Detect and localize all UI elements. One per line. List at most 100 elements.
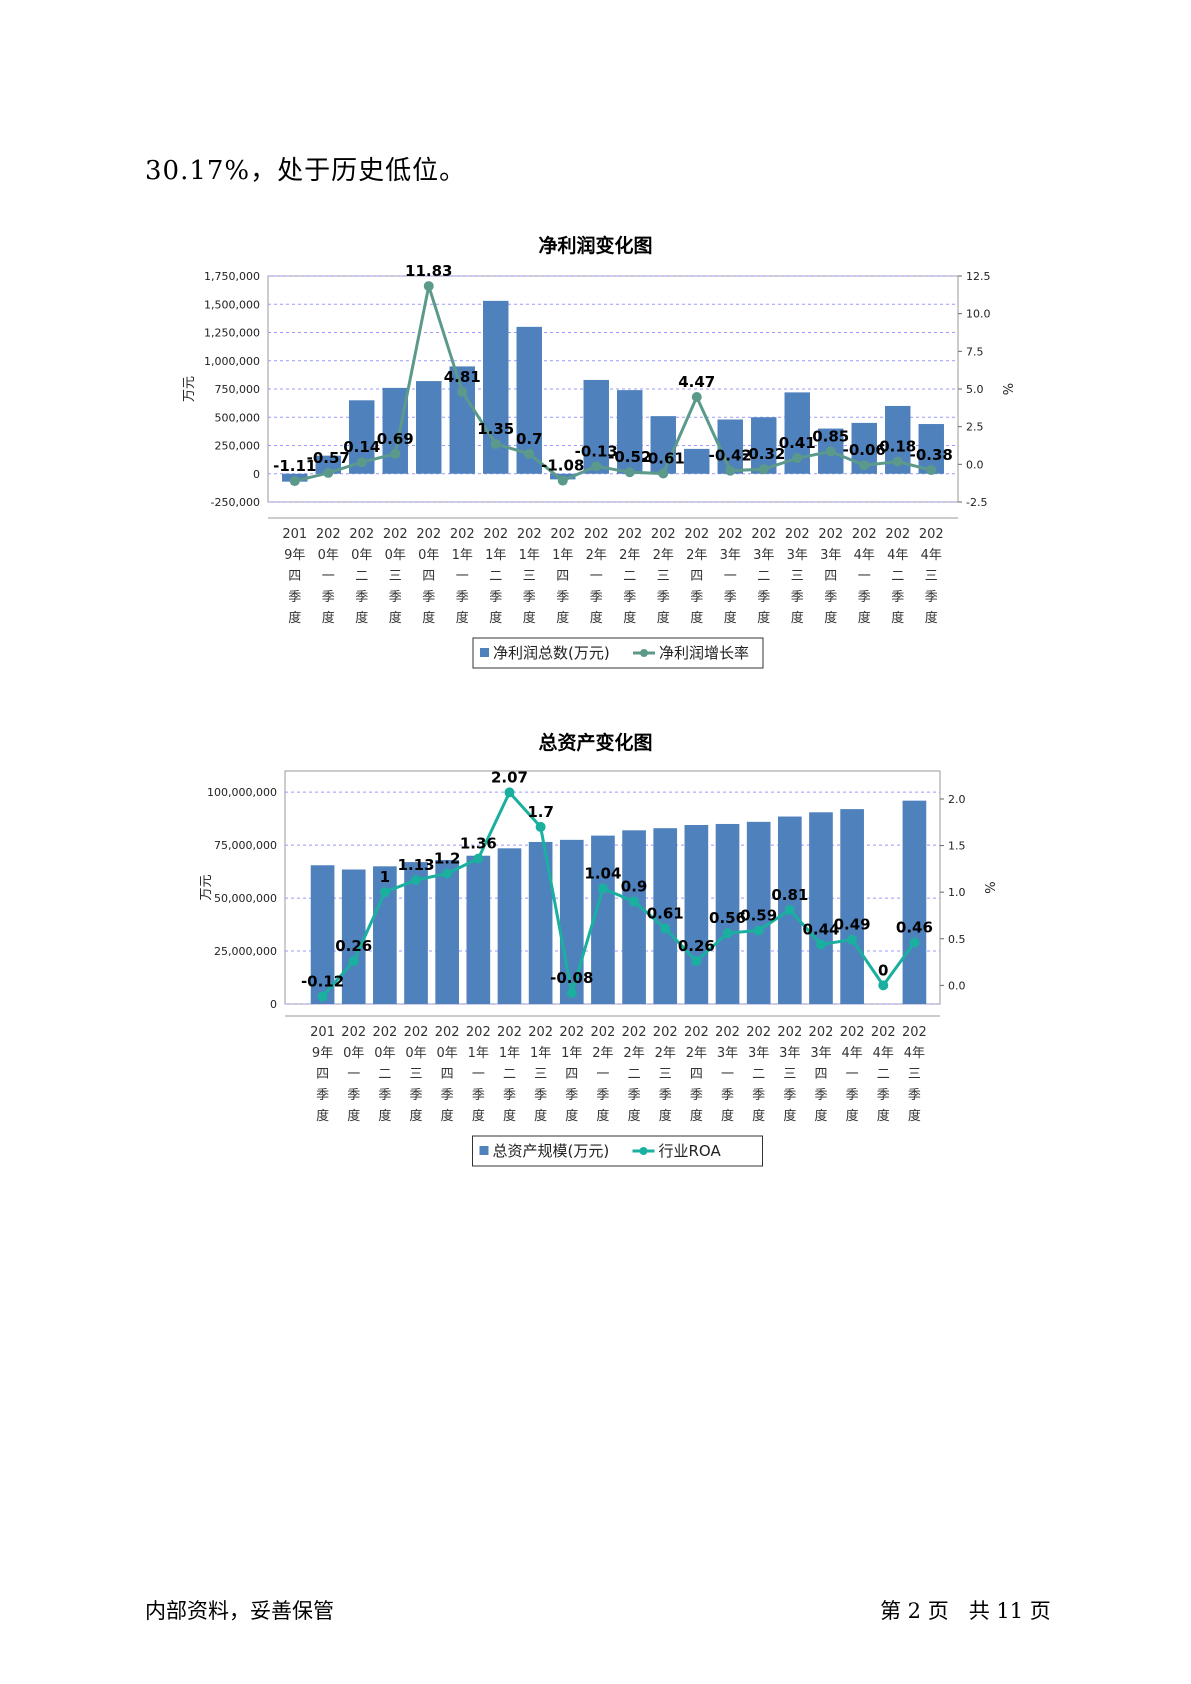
x-tick-label: 度: [322, 610, 335, 626]
line-point: [784, 904, 795, 915]
total-assets-chart: 0 25,000,000 50,000,000 75,000,000 100,000,0…: [199, 768, 999, 1167]
x-tick-label: 度: [783, 1108, 796, 1124]
x-tick-label: 三: [908, 1067, 921, 1082]
bar: [341, 869, 366, 1004]
x-tick-label: 202: [622, 1025, 647, 1040]
x-tick-label: 度: [858, 610, 871, 626]
x-tick-label: 202: [584, 527, 609, 542]
x-tick-label: 二: [503, 1067, 516, 1082]
footer-page-number: 第 2 页 共 11 页: [880, 1599, 1051, 1623]
legend-line-label: 净利润增长率: [659, 644, 749, 662]
x-tick-label: 一: [858, 569, 871, 584]
x-tick-label: 202: [902, 1025, 927, 1040]
data-label: 1: [380, 868, 390, 886]
bar: [717, 419, 743, 474]
x-tick-label: 度: [565, 1108, 578, 1124]
x-tick-label: 一: [322, 569, 335, 584]
x-tick-label: 度: [534, 1108, 547, 1124]
x-tick-label: 0年: [343, 1046, 364, 1061]
line-point: [411, 875, 422, 886]
data-label: -0.38: [910, 446, 953, 464]
x-tick-label: 度: [690, 1108, 703, 1124]
x-tick-label: 二: [757, 569, 770, 584]
legend-box: [472, 1135, 763, 1167]
x-tick-label: 4年: [904, 1046, 925, 1061]
x-tick-label: 4年: [873, 1046, 894, 1061]
x-tick-label: 1年: [485, 548, 506, 563]
x-tick-label: 度: [908, 1108, 921, 1124]
y-tick-label: 1,250,000: [204, 327, 260, 340]
legend-bar-swatch: [480, 648, 489, 657]
x-tick-label: 季: [757, 590, 770, 605]
data-label: 0: [878, 961, 888, 979]
x-tick-label: 度: [503, 1108, 516, 1124]
chart-title-net-profit: 净利润变化图: [538, 235, 653, 257]
y-tick-label: 250,000: [215, 440, 261, 453]
line-point: [624, 467, 635, 478]
x-tick-label: 季: [489, 590, 502, 605]
footer-confidential-note: 内部资料，妥善保管: [145, 1599, 334, 1623]
x-tick-label: 202: [746, 1025, 771, 1040]
bar: [684, 448, 710, 474]
x-tick-label: 1年: [452, 548, 473, 563]
y-tick-label: 50,000,000: [214, 892, 277, 905]
x-tick-label: 0年: [385, 548, 406, 563]
x-tick-label: 202: [809, 1025, 834, 1040]
x-tick-label: 季: [690, 1088, 703, 1103]
x-tick-label: 度: [472, 1108, 485, 1124]
data-label: 11.83: [405, 262, 452, 280]
data-label: -0.06: [843, 441, 886, 459]
x-tick-label: 四: [422, 569, 435, 584]
x-tick-label: 0年: [318, 548, 339, 563]
x-tick-label: 度: [628, 1108, 641, 1124]
legend-box: [472, 637, 764, 669]
line-point: [758, 464, 769, 475]
x-tick-label: 202: [751, 527, 776, 542]
x-tick-label: 202: [483, 527, 508, 542]
data-label: -0.52: [608, 448, 651, 466]
legend-bar-label: 净利润总数(万元): [493, 644, 610, 662]
data-label: -0.13: [575, 442, 618, 460]
x-tick-label: 四: [441, 1067, 454, 1082]
x-tick-label: 201: [282, 527, 307, 542]
x-tick-label: 2年: [686, 548, 707, 563]
y-axis-title: 万元: [199, 874, 214, 900]
data-label: 4.47: [678, 373, 715, 391]
line-point: [909, 937, 920, 948]
x-tick-label: 季: [322, 590, 335, 605]
line-point: [524, 448, 535, 459]
x-tick-label: 季: [791, 590, 804, 605]
bar: [650, 416, 676, 474]
x-tick-label: 度: [721, 1108, 734, 1124]
x-tick-label: 4年: [887, 548, 908, 563]
data-label: 0.9: [621, 877, 648, 895]
data-label: -0.61: [642, 450, 685, 468]
x-tick-label: 度: [556, 610, 569, 626]
x-tick-label: 202: [372, 1025, 397, 1040]
x-tick-label: 202: [435, 1025, 460, 1040]
x-tick-label: 202: [404, 1025, 429, 1040]
x-tick-label: 季: [422, 590, 435, 605]
x-tick-label: 202: [840, 1025, 865, 1040]
x-tick-label: 四: [316, 1067, 329, 1082]
data-label: 0.41: [779, 434, 816, 452]
x-tick-label: 1年: [499, 1046, 520, 1061]
x-tick-label: 二: [623, 569, 636, 584]
bar: [382, 387, 408, 474]
x-tick-label: 季: [623, 590, 636, 605]
y2-tick-label: 5.0: [966, 383, 984, 396]
x-tick-label: 季: [752, 1088, 765, 1103]
bar: [622, 830, 646, 1004]
y2-tick-label: 10.0: [966, 308, 991, 321]
x-tick-label: 度: [288, 610, 301, 626]
line-point: [379, 887, 390, 898]
x-tick-label: 季: [288, 590, 301, 605]
data-label: 0.26: [335, 937, 372, 955]
data-label: -0.42: [709, 447, 752, 465]
x-tick-label: 度: [724, 610, 737, 626]
x-tick-label: 季: [721, 1088, 734, 1103]
x-tick-label: 0年: [418, 548, 439, 563]
x-tick-label: 202: [715, 1025, 740, 1040]
line-point: [878, 980, 889, 991]
data-label: 0.69: [377, 430, 414, 448]
